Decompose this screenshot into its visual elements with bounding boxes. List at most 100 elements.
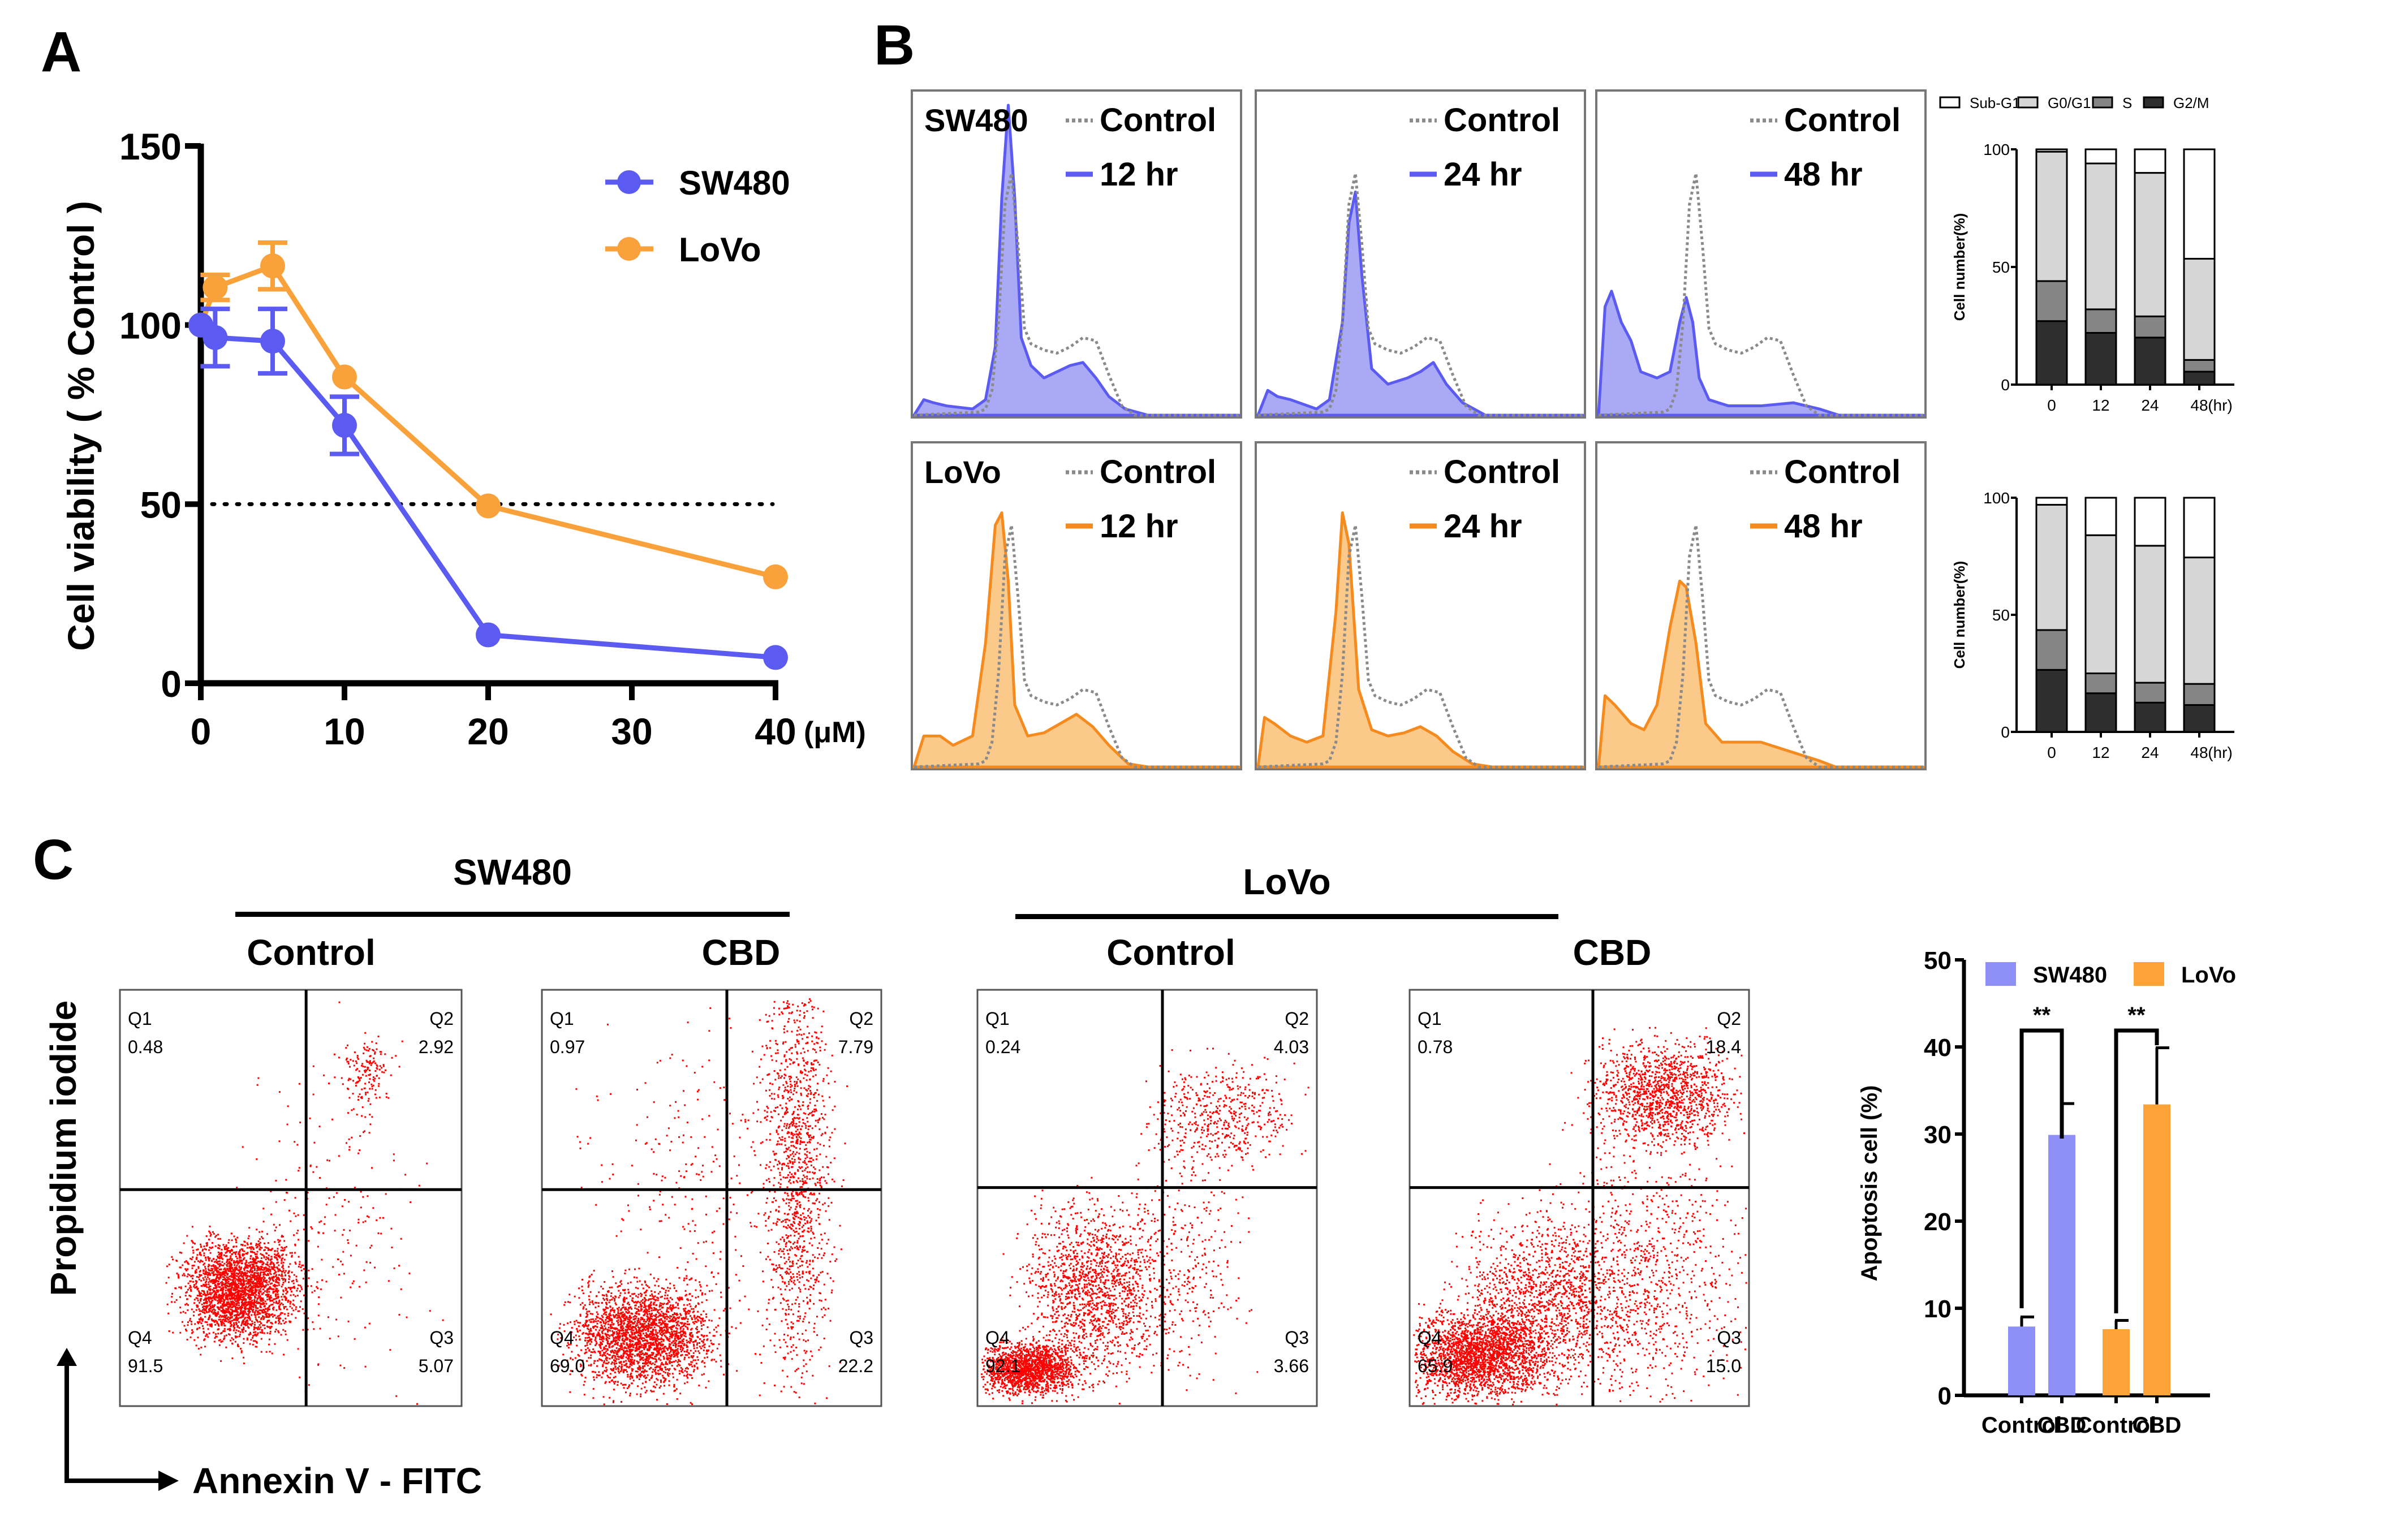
y-axis-label: Cell number(%)	[1951, 561, 1968, 669]
histogram-sw480-12hr: Control 12 hr SW480	[911, 89, 1242, 419]
data-point-sw480	[203, 325, 228, 350]
bar-segment-sub-g1	[2084, 148, 2117, 165]
x-tick-label: CBD	[2037, 1413, 2087, 1438]
y-tick-label: 100	[1983, 489, 2010, 507]
quadrant-label-q1: Q1	[128, 1008, 152, 1029]
annexin-pi-scatter-plots: Q1 0.48 Q2 2.92 Q3 5.07 Q4 91.5 Q1 0.97 Q2 7.79 Q3 22…	[43, 989, 1750, 1501]
x-tick-label: 24	[2141, 396, 2159, 414]
x-tick-label: 40	[755, 710, 796, 752]
significance-marker: **	[2033, 1003, 2051, 1028]
legend-swatch	[2092, 96, 2113, 109]
legend-treated-label: 24 hr	[1444, 508, 1522, 545]
quadrant-label-q1: Q1	[550, 1008, 574, 1029]
scatter-plot-lovo-cbd: Q1 0.78 Q2 18.4 Q3 15.0 Q4 65.9	[1408, 989, 1750, 1407]
control-histogram	[914, 525, 1239, 769]
bar-segment-sub-g1	[2084, 497, 2117, 536]
legend-swatch	[2134, 962, 2164, 986]
y-tick-label: 20	[1924, 1208, 1952, 1236]
x-axis-unit: (μM)	[804, 716, 866, 749]
y-tick-label: 50	[1992, 258, 2010, 276]
quadrant-label-q4: Q4	[550, 1327, 574, 1348]
x-tick-label: 48	[2190, 744, 2208, 761]
rule-sw480	[235, 912, 790, 917]
event-dots	[981, 1048, 1309, 1405]
legend-control-label: Control	[1444, 102, 1560, 139]
bar-segment-s	[2134, 315, 2166, 339]
bar-segment-g0g1	[2084, 162, 2117, 311]
y-axis-label: Apoptosis cell (%)	[1857, 1085, 1882, 1282]
y-tick-label: 50	[1992, 606, 2010, 624]
quadrant-value-q2: 18.4	[1706, 1037, 1741, 1057]
histogram-frame	[1595, 89, 1927, 419]
legend-marker	[617, 170, 641, 194]
quadrant-label-q3: Q3	[429, 1327, 454, 1348]
y-axis-label: Cell viability ( % Control )	[60, 201, 102, 651]
x-tick-label: 24	[2141, 744, 2159, 761]
legend-swatch	[1985, 962, 2016, 986]
x-tick-label: Control	[2076, 1413, 2156, 1438]
histogram-lovo-12hr: Control 12 hr LoVo	[911, 441, 1242, 770]
panel-letter-c: C	[33, 828, 74, 891]
data-point-sw480	[763, 645, 788, 670]
bar-segment-s	[2084, 308, 2117, 334]
y-axis-arrowhead	[57, 1348, 77, 1366]
x-tick-label: Control	[1981, 1413, 2062, 1438]
significance-marker: **	[2127, 1003, 2146, 1028]
quadrant-label-q2: Q2	[1285, 1008, 1309, 1029]
cell-line-label: SW480	[924, 102, 1028, 138]
quadrant-value-q2: 2.92	[419, 1037, 454, 1057]
histogram-frame	[1255, 89, 1586, 419]
y-tick-label: 30	[1924, 1121, 1952, 1149]
y-tick-label: 150	[119, 126, 182, 167]
x-axis-arrowhead	[158, 1471, 179, 1491]
bar-segment-s	[2183, 683, 2216, 706]
y-tick-label: 50	[140, 484, 182, 525]
control-histogram	[1257, 173, 1583, 417]
x-tick-label: 12	[2092, 396, 2109, 414]
legend-swatch	[2017, 96, 2039, 109]
y-tick-label: 0	[2001, 723, 2010, 741]
bar-sw480-cbd	[2048, 1135, 2075, 1395]
legend-label-g0g1: G0/G1	[2048, 94, 2091, 111]
legend-treated-label: 24 hr	[1444, 156, 1522, 193]
header-sw480: SW480	[453, 852, 572, 893]
header-sw480-control: Control	[247, 932, 376, 973]
histogram-sw480-48hr: Control 48 hr	[1595, 89, 1927, 419]
data-point-lovo	[476, 493, 501, 519]
x-tick-label: 0	[191, 710, 212, 752]
x-tick-label: 20	[467, 710, 509, 752]
quadrant-value-q1: 0.78	[1418, 1037, 1453, 1057]
legend-swatch	[2143, 96, 2164, 109]
panel-letter-b: B	[874, 14, 915, 77]
bar-segment-g0g1	[2183, 557, 2216, 685]
data-point-lovo	[332, 364, 357, 390]
bar-segment-sub-g1	[2134, 148, 2166, 174]
quadrant-label-q4: Q4	[1418, 1327, 1442, 1348]
bar-segment-sub-g1	[2035, 497, 2068, 506]
quadrant-label-q3: Q3	[1285, 1327, 1309, 1348]
y-tick-label: 0	[1938, 1382, 1952, 1410]
quadrant-value-q3: 15.0	[1706, 1356, 1741, 1376]
quadrant-value-q4: 92.1	[985, 1356, 1020, 1376]
bar-segment-sub-g1	[2035, 148, 2068, 153]
event-dots	[1413, 1027, 1747, 1406]
bar-segment-s	[2035, 280, 2068, 322]
stacked-bar-chart-cell-cycle-sw480: 0 50 100 Cell number(%) 0 12 24 48 (hr) Sub-G1 G0/…	[1939, 94, 2234, 414]
data-point-sw480	[476, 622, 501, 648]
quadrant-value-q4: 91.5	[128, 1356, 163, 1376]
legend-label-sw480: SW480	[2033, 963, 2107, 988]
bar-segment-g0g1	[2134, 545, 2166, 684]
bar-segment-sub-g1	[2134, 497, 2166, 547]
legend-label-g2m: G2/M	[2173, 94, 2209, 111]
treated-histogram	[1597, 290, 1925, 417]
legend-label-lovo: LoVo	[2181, 963, 2236, 988]
stacked-bar-chart-cell-cycle-lovo: 0 50 100 Cell number(%) 0 12 24 48 (hr)	[1951, 489, 2234, 761]
bar-segment-g2m	[2084, 331, 2117, 386]
quadrant-value-q4: 69.0	[550, 1356, 585, 1376]
quadrant-value-q3: 22.2	[838, 1356, 873, 1376]
event-dots	[550, 998, 848, 1406]
legend-treated-label: 12 hr	[1100, 508, 1178, 545]
bar-segment-g0g1	[2134, 172, 2166, 317]
y-tick-label: 10	[1924, 1295, 1952, 1323]
